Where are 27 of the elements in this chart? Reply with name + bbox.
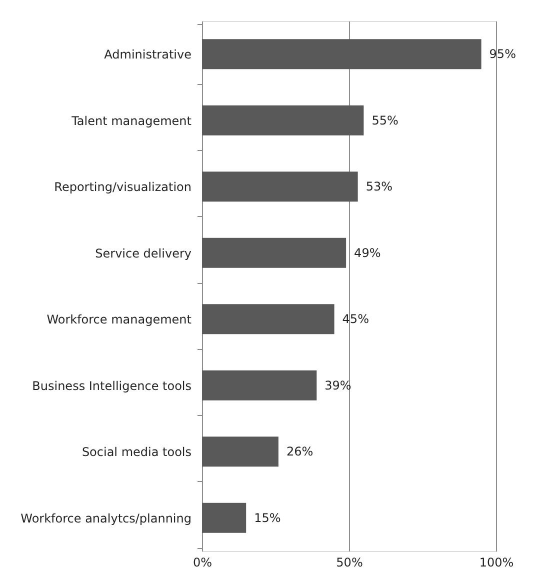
bar	[202, 172, 358, 202]
data-label: 55%	[372, 113, 398, 128]
y-tick-label: Reporting/visualization	[54, 180, 192, 194]
x-tick-label: 100%	[479, 556, 514, 570]
data-label: 26%	[286, 444, 314, 459]
data-label: 95%	[489, 47, 516, 62]
data-label: 39%	[324, 378, 352, 392]
bar	[202, 238, 346, 268]
bar	[202, 304, 334, 334]
y-tick-label: Talent management	[70, 114, 192, 128]
y-tick-label: Workforce management	[46, 312, 192, 327]
x-tick-label: 0%	[192, 556, 212, 570]
bar	[202, 105, 364, 136]
data-label: 45%	[342, 312, 369, 326]
y-tick-label: Business Intelligence tools	[32, 378, 192, 393]
y-tick-label: Social media tools	[82, 445, 192, 460]
bar	[202, 502, 246, 533]
y-tick-label: Administrative	[104, 48, 192, 62]
bar	[202, 436, 278, 467]
data-label: 49%	[354, 246, 381, 260]
bar	[202, 39, 482, 70]
y-tick-label: Service delivery	[95, 246, 192, 260]
x-tick-label: 50%	[336, 556, 363, 570]
data-label: 53%	[366, 180, 392, 194]
y-tick-label: Workforce analytcs/planning	[20, 511, 192, 526]
bar	[202, 370, 317, 400]
data-label: 15%	[254, 510, 281, 525]
